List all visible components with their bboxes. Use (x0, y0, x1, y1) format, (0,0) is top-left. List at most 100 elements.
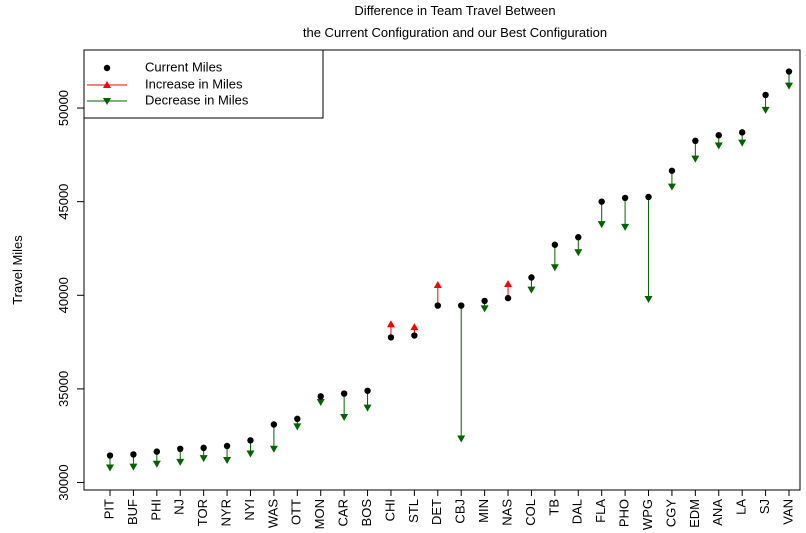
dot (153, 448, 161, 455)
arrow-head (597, 221, 606, 229)
dot (434, 302, 441, 309)
x-tick-label: EDM (687, 499, 702, 528)
dot (223, 442, 231, 450)
dot (621, 194, 629, 202)
x-tick-label: BUF (125, 499, 140, 525)
x-tick-label: CHI (382, 499, 397, 521)
plot-frame (83, 49, 801, 491)
legend-label: Current Miles (145, 59, 223, 74)
dot (762, 91, 769, 99)
y-tick-label: 30000 (56, 464, 71, 500)
dot (270, 421, 278, 428)
arrow-head (340, 413, 349, 421)
x-tick-label: MIN (476, 499, 491, 523)
arrow-head (410, 323, 419, 331)
dot (387, 334, 395, 341)
x-tick-label: WPG (640, 499, 655, 530)
x-tick-label: CAR (336, 499, 351, 526)
legend-marker (103, 98, 111, 105)
x-tick-label: CGY (663, 499, 678, 528)
legend-marker (103, 81, 111, 88)
x-tick-label: TOR (195, 499, 210, 526)
arrow-head (152, 460, 161, 468)
x-tick-label: COL (523, 499, 538, 526)
arrow-head (246, 450, 255, 458)
arrow-head (223, 457, 232, 465)
arrow-head (386, 320, 395, 328)
legend-label: Decrease in Miles (145, 92, 249, 107)
arrow-head (480, 305, 489, 313)
arrow-head (176, 458, 185, 466)
dot (317, 393, 324, 400)
x-tick-label: PIT (101, 499, 116, 519)
arrow-head (269, 445, 278, 453)
x-tick-label: MON (312, 499, 327, 529)
dot (645, 193, 652, 201)
dot (715, 131, 722, 139)
arrow-head (621, 223, 630, 231)
dot (247, 437, 254, 444)
arrow-head (550, 264, 559, 272)
dot (738, 129, 746, 136)
arrow-head (106, 464, 114, 472)
dot (200, 444, 207, 452)
arrow-head (504, 280, 513, 288)
arrow-head (691, 155, 700, 163)
dot (692, 137, 699, 145)
dot (551, 241, 559, 248)
dot (340, 390, 348, 397)
chart-title: Difference in Team Travel Between (354, 3, 555, 18)
arrow-head (714, 142, 723, 150)
arrow-head (316, 399, 325, 406)
x-tick-label: ANA (710, 499, 725, 526)
x-tick-label: CBJ (453, 499, 468, 524)
y-axis-label: Travel Miles (10, 235, 25, 305)
legend-label: Increase in Miles (145, 76, 243, 91)
x-tick-label: NAS (499, 499, 514, 526)
arrow-head (667, 183, 676, 191)
y-tick-label: 50000 (56, 90, 71, 126)
y-tick-label: 40000 (56, 277, 71, 313)
dot (458, 302, 465, 309)
arrow-head (457, 435, 466, 443)
arrow-head (574, 249, 583, 257)
dot (528, 274, 535, 281)
x-tick-label: VAN (780, 499, 795, 525)
legend-box (83, 49, 324, 119)
x-tick-label: STL (406, 499, 421, 523)
dot (411, 332, 418, 339)
x-tick-label: OTT (289, 499, 304, 525)
x-tick-label: SJ (757, 499, 772, 514)
y-tick-label: 45000 (56, 184, 71, 220)
x-tick-label: PHI (148, 499, 163, 521)
x-tick-label: DET (429, 499, 444, 525)
x-tick-label: NYR (219, 499, 234, 526)
arrow-head (785, 82, 793, 90)
y-tick-label: 35000 (56, 371, 71, 407)
legend-dot (103, 64, 111, 72)
dot (177, 445, 184, 453)
dot (364, 387, 371, 394)
dot (598, 198, 605, 205)
dot (481, 297, 488, 305)
x-tick-label: WAS (265, 499, 280, 528)
arrow-head (433, 280, 442, 288)
dot (575, 234, 582, 241)
dot (668, 167, 676, 174)
chart-title: the Current Configuration and our Best C… (303, 25, 607, 40)
x-tick-label: NJ (172, 499, 187, 515)
arrow-head (644, 296, 653, 304)
dot (294, 415, 301, 423)
dot (504, 294, 512, 302)
arrow-head (199, 455, 208, 463)
x-tick-label: TB (546, 499, 561, 516)
x-tick-label: FLA (593, 499, 608, 523)
x-tick-label: NYI (242, 499, 257, 521)
arrow-head (527, 286, 536, 294)
arrow-head (363, 404, 372, 412)
arrow-head (293, 423, 302, 431)
dot (106, 452, 114, 459)
arrow-head (129, 463, 138, 471)
x-tick-label: BOS (359, 499, 374, 527)
